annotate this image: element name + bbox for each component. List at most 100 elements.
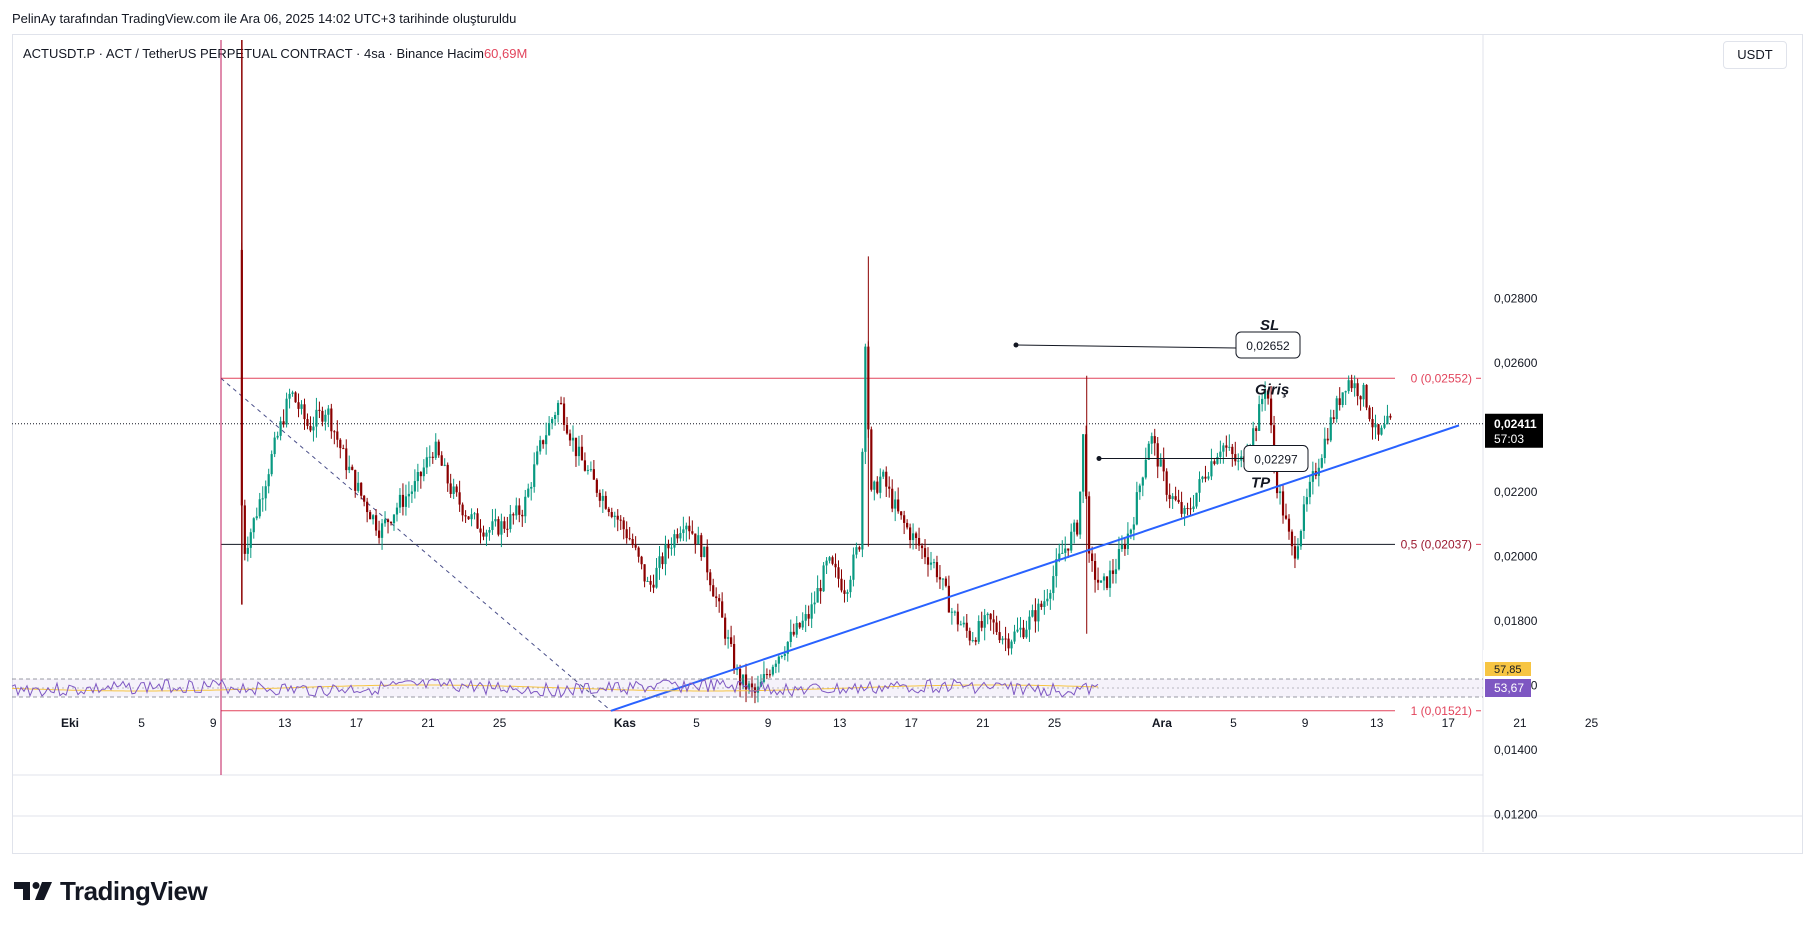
candle-body: [774, 663, 777, 667]
candle-body: [852, 554, 855, 580]
candle-body: [974, 640, 977, 642]
candle-body: [404, 496, 408, 507]
candle-body: [524, 496, 527, 517]
candle-body: [798, 622, 801, 628]
candle-body: [1043, 601, 1046, 607]
price-axis[interactable]: 0,028000,026000,024000,022000,020000,018…: [1485, 291, 1543, 821]
candle-body: [1150, 436, 1153, 444]
chart-frame: [12, 34, 1803, 854]
candle-body: [1022, 627, 1025, 638]
candle-body: [634, 545, 637, 548]
candle-body: [464, 515, 467, 517]
candle-body: [1088, 496, 1091, 554]
fibonacci-retracement[interactable]: 0 (0,02552) 0,5 (0,02037) 1 (0,01521): [220, 40, 1481, 775]
tp-price-text: 0,02297: [1254, 453, 1298, 467]
candle-body: [1374, 424, 1377, 428]
symbol-title[interactable]: ACTUSDT.P · ACT / TetherUS PERPETUAL CON…: [23, 46, 444, 61]
current-price-badge: [1485, 413, 1543, 448]
candle-body: [559, 402, 563, 404]
symbol-header[interactable]: ACTUSDT.P · ACT / TetherUS PERPETUAL CON…: [23, 46, 527, 61]
candle-body: [1126, 533, 1129, 549]
candle-body: [1278, 491, 1282, 494]
candle-body: [1037, 603, 1040, 622]
candle-body: [455, 486, 458, 493]
rsi-pane[interactable]: 57,85 53,67: [11, 650, 1543, 698]
candle-body: [1311, 471, 1314, 482]
candle-body: [1258, 404, 1261, 431]
candle-body: [1195, 492, 1198, 507]
candle-body: [1171, 496, 1174, 499]
time-axis[interactable]: Eki 5 9 13 17 21 25 Kas 5 9 13 17 21 25 Ara 5 9 13 17 21 25: [61, 716, 1599, 730]
candle-body: [303, 404, 306, 420]
candle-body: [1067, 548, 1070, 551]
candle-body: [879, 476, 882, 493]
candle-body: [721, 601, 724, 618]
candle-body: [992, 619, 995, 623]
candle-body: [1353, 383, 1356, 389]
candle-body: [452, 486, 455, 494]
candle-body: [1377, 424, 1380, 435]
candle-body: [1046, 598, 1049, 602]
x-tick-label: 5: [1230, 716, 1237, 730]
candle-body: [1162, 459, 1165, 472]
tradingview-logo[interactable]: TradingView: [14, 876, 208, 906]
candle-body: [1228, 446, 1231, 448]
sl-price-box: [1235, 331, 1301, 359]
candle-body: [604, 495, 607, 509]
candle-body: [1371, 419, 1374, 428]
candle-body: [1007, 638, 1010, 649]
candle-body: [306, 419, 309, 426]
candle-body: [1272, 425, 1276, 464]
chart-grid: [12, 34, 1803, 852]
candle-body: [1108, 570, 1112, 588]
candle-body: [706, 546, 709, 573]
candle-body: [1341, 392, 1344, 405]
candle-body: [1049, 593, 1052, 599]
candle-body: [503, 521, 506, 529]
candle-body: [968, 630, 971, 641]
candle-body: [470, 514, 473, 520]
candle-body: [1156, 443, 1159, 467]
current-price-countdown: 57:03: [1494, 432, 1524, 446]
candle-body: [565, 424, 569, 434]
candle-body: [327, 408, 330, 415]
candle-body: [676, 534, 679, 539]
candle-body: [270, 454, 273, 475]
candle-body: [252, 518, 255, 533]
candle-body: [389, 522, 393, 524]
candle-body: [377, 530, 381, 538]
currency-badge[interactable]: USDT: [1723, 41, 1787, 69]
volume-label: Hacim: [447, 46, 484, 61]
candle-body: [1213, 461, 1216, 464]
candle-body: [1144, 459, 1147, 478]
candle-body: [876, 481, 879, 493]
candle-body: [1225, 445, 1228, 448]
candle-body: [530, 486, 533, 489]
candle-body: [1040, 603, 1043, 607]
candle-body: [595, 479, 598, 493]
candle-body: [1368, 407, 1371, 420]
candle-body: [664, 544, 667, 565]
candle-body: [694, 533, 697, 545]
y-tick-label: 0,02000: [1494, 549, 1538, 563]
candle-body: [753, 687, 757, 693]
candle-body: [885, 471, 888, 487]
candle-body: [795, 622, 798, 635]
candle-body: [1204, 476, 1207, 479]
candle-body: [1365, 384, 1368, 408]
candle-body: [786, 641, 789, 654]
candle-body: [1052, 576, 1055, 594]
candle-body: [276, 435, 279, 438]
candle-body: [1323, 438, 1326, 459]
drawing-tools[interactable]: 0,02652 SL Giriş 0,02297 TP: [610, 317, 1460, 712]
candle-body: [914, 533, 918, 538]
candle-body: [345, 448, 348, 471]
candle-body: [542, 440, 545, 445]
candle-body: [264, 486, 267, 499]
candle-body: [777, 656, 780, 664]
candle-body: [1237, 460, 1240, 462]
candle-body: [655, 567, 658, 588]
candle-body: [494, 519, 497, 522]
candle-body: [434, 441, 437, 458]
